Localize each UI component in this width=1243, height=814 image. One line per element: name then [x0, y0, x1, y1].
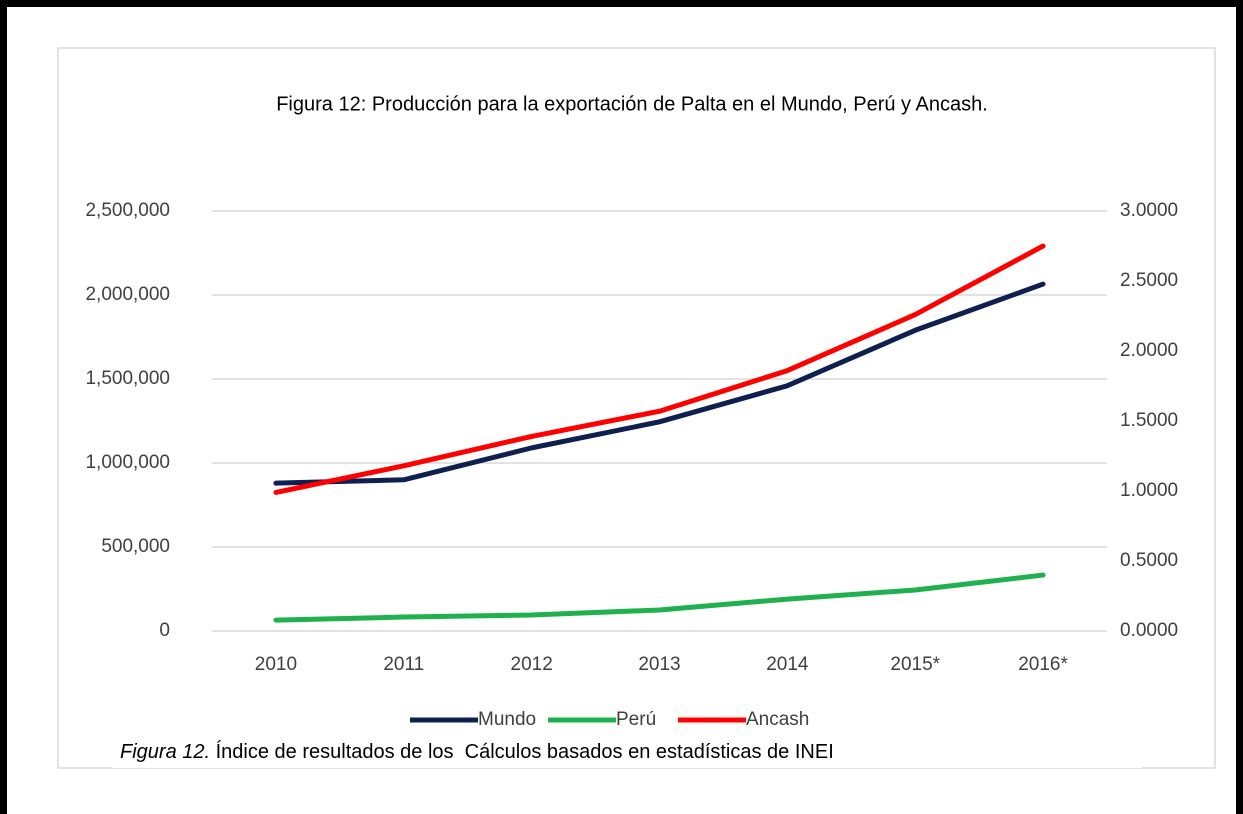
x-tick-label: 2013: [638, 654, 680, 675]
y2-tick-label: 1.5000: [1120, 410, 1178, 431]
x-tick-label: 2011: [383, 654, 424, 675]
x-tick-label: 2014: [766, 654, 809, 675]
series-line: [273, 281, 1046, 486]
y-tick-label: 1,000,000: [85, 452, 170, 473]
x-tick-label: 2016*: [1018, 654, 1068, 675]
caption-background: [112, 738, 1142, 768]
y-tick-label: 1,500,000: [85, 368, 170, 389]
x-tick-label: 2012: [511, 654, 553, 675]
y2-tick-label: 1.0000: [1120, 480, 1178, 501]
caption-text: Índice de resultados de los Cálculos bas…: [210, 740, 834, 763]
y-tick-label: 2,500,000: [85, 200, 170, 221]
legend-label: Ancash: [746, 709, 809, 730]
y-tick-label: 500,000: [101, 536, 170, 557]
series-line: [273, 572, 1046, 623]
y2-tick-label: 3.0000: [1120, 200, 1178, 221]
caption-label: Figura 12.: [120, 741, 210, 763]
legend-label: Mundo: [478, 709, 536, 730]
series-line: [273, 243, 1046, 495]
legend-label: Perú: [616, 709, 656, 730]
y2-tick-label: 0.0000: [1120, 620, 1178, 641]
y2-tick-label: 0.5000: [1120, 550, 1178, 571]
chart-title: Figura 12: Producción para la exportació…: [276, 93, 988, 115]
y2-tick-label: 2.0000: [1120, 340, 1178, 361]
y-tick-label: 2,000,000: [85, 284, 170, 305]
y-tick-label: 0: [159, 620, 170, 641]
y2-tick-label: 2.5000: [1120, 270, 1178, 291]
x-tick-label: 2010: [255, 654, 297, 675]
caption: Figura 12. Índice de resultados de los C…: [120, 740, 834, 763]
x-tick-label: 2015*: [890, 654, 940, 675]
